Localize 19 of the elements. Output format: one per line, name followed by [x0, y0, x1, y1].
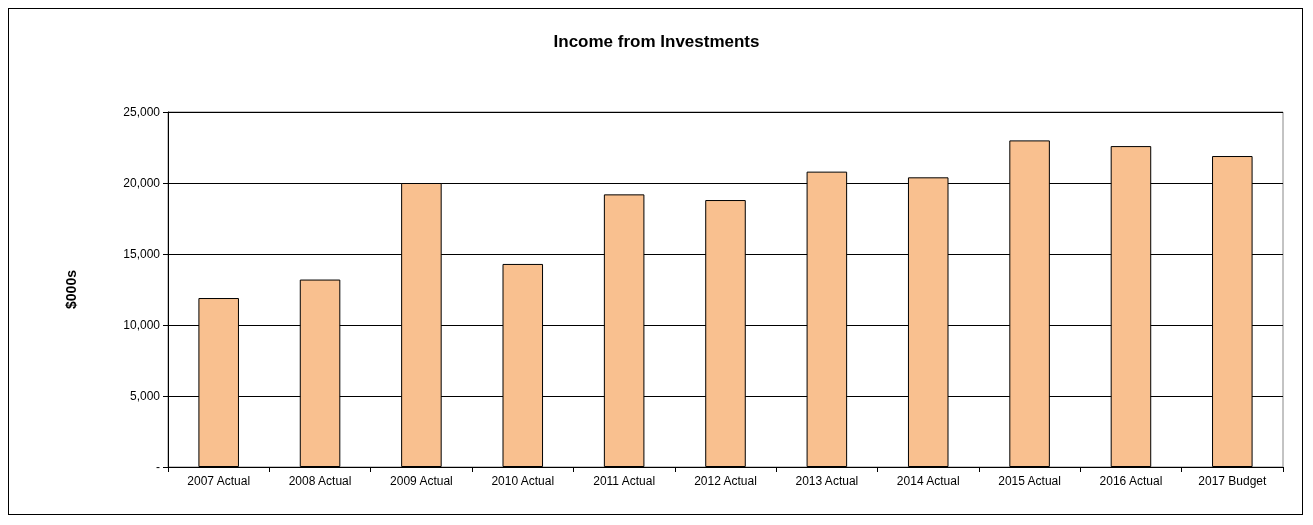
y-tick-label: 25,000 — [123, 105, 161, 119]
y-tick-label: 5,000 — [129, 389, 161, 403]
y-axis-title: $000s — [63, 269, 79, 309]
x-tick-label: 2013 Actual — [795, 474, 859, 488]
y-tick-label: 10,000 — [123, 318, 161, 332]
x-tick-label: 2011 Actual — [593, 474, 656, 488]
x-tick-label: 2008 Actual — [288, 474, 352, 488]
x-tick-label: 2015 Actual — [998, 474, 1061, 488]
y-tick-label: - — [156, 460, 160, 474]
x-tick-label: 2010 Actual — [491, 474, 555, 488]
x-tick-label: 2012 Actual — [694, 474, 757, 488]
x-tick-label: 2017 Budget — [1198, 474, 1268, 488]
y-tick-label: 15,000 — [123, 247, 161, 261]
x-tick-label: 2007 Actual — [187, 474, 251, 488]
chart-title: Income from Investments — [553, 32, 760, 51]
y-tick-label: 20,000 — [123, 176, 161, 190]
x-tick-label: 2009 Actual — [390, 474, 453, 488]
x-tick-label: 2014 Actual — [896, 474, 960, 488]
x-tick-label: 2016 Actual — [1099, 474, 1163, 488]
